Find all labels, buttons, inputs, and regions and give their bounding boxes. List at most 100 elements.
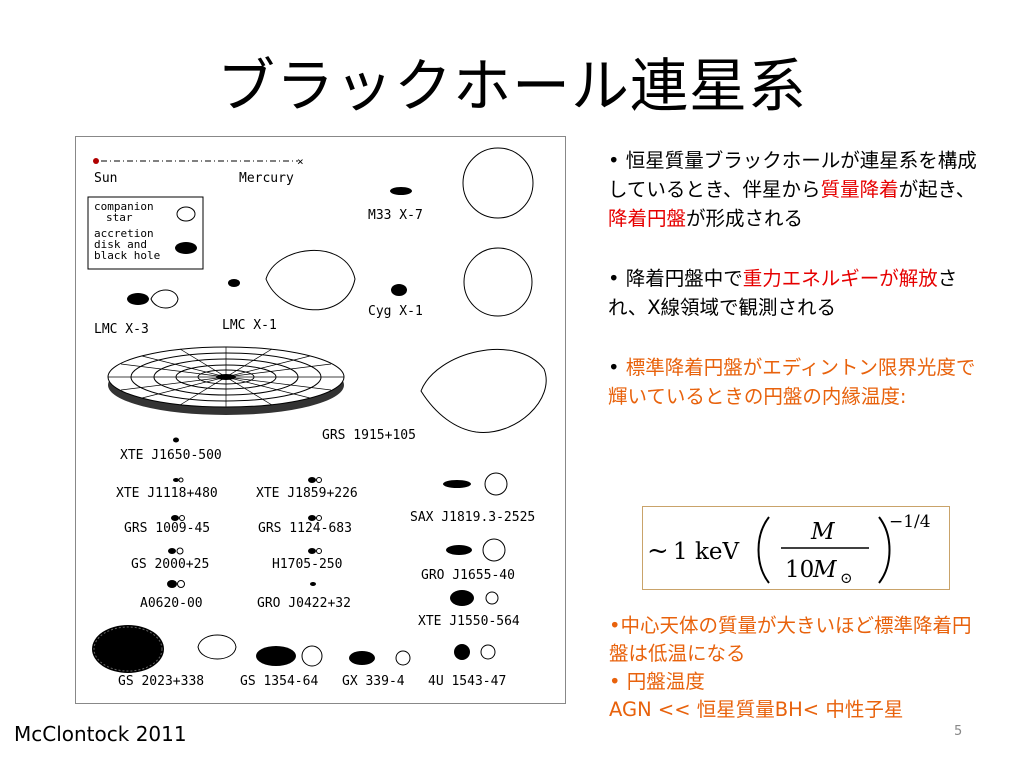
sax-companion <box>484 472 508 496</box>
black-hole-binary-figure: × Sun Mercury companion star accretion d… <box>75 136 566 704</box>
gs2000-disk <box>168 548 176 554</box>
lmc-x1-companion <box>265 249 356 311</box>
legend-box <box>87 196 204 270</box>
bullet-1-text-a: • 恒星質量ブラックホールが連星系を構成しているとき、伴星から <box>608 149 977 201</box>
4u1543-disk <box>454 644 470 660</box>
label-grs1124: GRS 1124-683 <box>258 521 352 536</box>
gx339-companion <box>395 650 411 666</box>
label-gs1354: GS 1354-64 <box>240 674 318 689</box>
label-xte1550: XTE J1550-564 <box>418 614 520 629</box>
formula-tilde: ~ <box>647 536 669 566</box>
xte1118-disk <box>173 478 179 482</box>
sun-dot <box>93 158 99 164</box>
conclusion-line-3: AGN << 恒星質量BH< 中性子星 <box>609 698 904 721</box>
legend-disk-3: black hole <box>94 249 160 262</box>
bullet-1-text-b: が起き、 <box>898 178 976 201</box>
gs2023-companion <box>197 634 237 660</box>
sax-disk <box>443 480 471 488</box>
label-gro0422: GRO J0422+32 <box>257 596 351 611</box>
gs2023-disk <box>92 625 164 673</box>
grs1009-companion <box>179 515 185 521</box>
xte1859-companion <box>316 477 322 483</box>
sun-label: Sun <box>94 171 117 186</box>
label-gx339: GX 339-4 <box>342 674 405 689</box>
gs1354-disk <box>256 646 296 666</box>
legend-companion-1: companion <box>94 200 154 213</box>
a0620-disk <box>167 580 177 588</box>
disk-temperature-formula: ~ 1 keV M 10 M ⊙ −1/4 <box>642 506 950 590</box>
gro0422-disk <box>310 582 316 586</box>
grs1124-disk <box>308 515 316 521</box>
conclusion-block: •中心天体の質量が大きいほど標準降着円盤は低温になる • 円盤温度 AGN <<… <box>609 612 989 724</box>
conclusion-line-1: •中心天体の質量が大きいほど標準降着円盤は低温になる <box>609 614 972 665</box>
page-number: 5 <box>954 724 963 739</box>
grs1009-disk <box>171 515 179 521</box>
gs1354-companion <box>301 645 323 667</box>
legend-disk-icon <box>175 242 197 254</box>
m33-companion <box>462 147 534 219</box>
bullet-2: • 降着円盤中で重力エネルギーが解放され、X線領域で観測される <box>608 264 988 322</box>
label-cyg: Cyg X-1 <box>368 304 423 319</box>
4u1543-companion <box>480 644 496 660</box>
bullet-1-highlight-a: 質量降着 <box>820 178 899 201</box>
label-a0620: A0620-00 <box>140 596 203 611</box>
cyg-disk <box>391 284 407 296</box>
label-m33: M33 X-7 <box>368 208 423 223</box>
formula-numerator: M <box>810 519 836 545</box>
bullet-list: • 恒星質量ブラックホールが連星系を構成しているとき、伴星から質量降着が起き、降… <box>608 146 988 411</box>
bullet-3: • 標準降着円盤がエディントン限界光度で輝いているときの円盤の内縁温度: <box>608 353 988 411</box>
legend-companion-icon <box>176 206 196 222</box>
conclusion-line-2: • 円盤温度 <box>609 670 705 693</box>
gro1655-companion <box>482 538 506 562</box>
grs1915-companion <box>420 348 547 433</box>
lmc-x3-companion <box>150 289 179 309</box>
mercury-x-mark: × <box>297 155 304 168</box>
mercury-label: Mercury <box>239 171 294 186</box>
bullet-1-text-c: が形成される <box>686 207 804 230</box>
bullet-1-highlight-b: 降着円盤 <box>608 207 687 230</box>
cyg-companion <box>463 247 533 317</box>
label-xte1118: XTE J1118+480 <box>116 486 218 501</box>
label-xte1650: XTE J1650-500 <box>120 448 222 463</box>
formula-exponent: −1/4 <box>889 512 931 532</box>
label-lmc-x1: LMC X-1 <box>222 318 277 333</box>
bullet-2-highlight: 重力エネルギーが解放 <box>742 267 938 290</box>
label-grs1915: GRS 1915+105 <box>322 428 416 443</box>
bullet-2-text-b: され、X線領域で観測される <box>608 267 958 319</box>
label-gs2000: GS 2000+25 <box>131 557 209 572</box>
bullet-3-text: 標準降着円盤がエディントン限界光度で輝いているときの円盤の内縁温度: <box>608 356 976 408</box>
slide-title: ブラックホール連星系 <box>216 52 807 120</box>
formula-one: 1 <box>673 539 688 565</box>
label-h1705: H1705-250 <box>272 557 342 572</box>
gs2000-companion <box>176 547 184 555</box>
grs1915-disk <box>107 346 345 415</box>
legend-disk-1: accretion <box>94 227 154 240</box>
gx339-disk <box>349 651 375 665</box>
m33-disk <box>390 187 412 195</box>
label-xte1859: XTE J1859+226 <box>256 486 358 501</box>
bullet-3-marker: • <box>608 356 626 379</box>
formula-denominator-num: 10 <box>785 557 814 583</box>
xte1118-companion <box>178 477 184 483</box>
formula-denominator-m: M <box>812 557 838 583</box>
citation: McClontock 2011 <box>14 722 187 746</box>
h1705-disk <box>308 548 316 554</box>
lmc-x3-disk <box>127 293 149 305</box>
label-lmc-x3: LMC X-3 <box>94 322 149 337</box>
label-gs2023: GS 2023+338 <box>118 674 204 689</box>
xte1650-disk <box>173 437 179 443</box>
label-sax: SAX J1819.3-2525 <box>410 510 535 525</box>
legend-companion-2: star <box>106 211 133 224</box>
xte1859-disk <box>308 477 316 483</box>
gro1655-disk <box>446 545 472 555</box>
grs1124-companion <box>316 515 322 521</box>
bullet-1: • 恒星質量ブラックホールが連星系を構成しているとき、伴星から質量降着が起き、降… <box>608 146 988 233</box>
lmc-x1-disk <box>228 279 240 287</box>
formula-kev: keV <box>695 539 740 565</box>
label-grs1009: GRS 1009-45 <box>124 521 210 536</box>
xte1550-companion <box>485 591 499 605</box>
a0620-companion <box>177 580 185 588</box>
label-gro1655: GRO J1655-40 <box>421 568 515 583</box>
xte1550-disk <box>450 590 474 606</box>
formula-right-paren <box>878 516 891 584</box>
